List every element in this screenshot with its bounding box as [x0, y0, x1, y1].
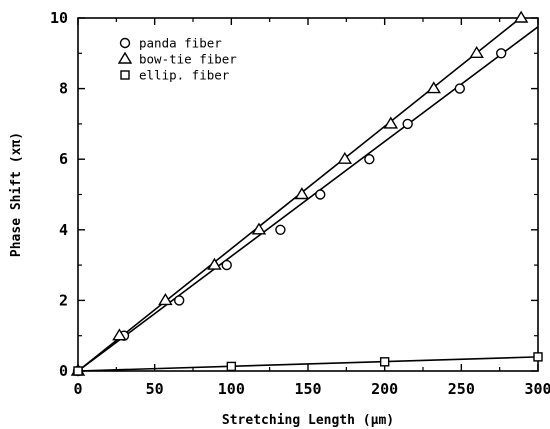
x-tick-label: 50	[146, 380, 164, 398]
legend-label: bow-tie fiber	[139, 52, 237, 67]
triangle-marker	[251, 222, 267, 235]
triangle-marker	[207, 257, 222, 270]
triangle-marker	[383, 116, 399, 129]
circle-marker	[275, 224, 286, 236]
legend-square-symbol	[120, 70, 130, 80]
x-tick-label: 0	[73, 380, 82, 398]
y-tick-label: 8	[59, 80, 68, 98]
x-axis-ticks: 0 50 100 150 200 250 300	[73, 18, 550, 398]
legend-label: panda fiber	[139, 36, 222, 51]
circle-marker	[221, 259, 232, 271]
x-tick-label: 100	[218, 380, 245, 398]
x-axis-label: Stretching Length (µm)	[222, 413, 394, 428]
circle-marker	[315, 189, 326, 200]
triangle-marker	[426, 81, 441, 94]
circle-marker	[364, 153, 375, 165]
x-tick-label: 150	[294, 380, 321, 398]
data-markers	[70, 10, 543, 377]
y-axis-ticks: 0 2 4 6 8 10	[50, 9, 538, 380]
y-tick-label: 0	[59, 362, 68, 380]
y-tick-label: 10	[50, 9, 68, 27]
triangle-marker	[513, 10, 529, 23]
circle-marker	[454, 83, 465, 94]
triangle-marker	[469, 45, 484, 58]
square-marker	[533, 352, 543, 362]
circle-marker	[402, 118, 413, 130]
y-tick-label: 6	[59, 150, 68, 168]
legend-circle-symbol	[119, 37, 131, 49]
fit-line	[77, 356, 539, 372]
legend-label: ellip. fiber	[139, 68, 230, 83]
triangle-marker	[158, 293, 173, 306]
circle-marker	[496, 48, 507, 59]
x-tick-label: 250	[448, 380, 475, 398]
x-tick-label: 300	[524, 380, 550, 398]
y-tick-label: 2	[59, 291, 68, 309]
legend-triangle-symbol	[117, 51, 133, 64]
y-tick-label: 4	[59, 221, 68, 239]
triangle-marker	[112, 328, 127, 341]
square-marker	[379, 357, 390, 367]
triangle-marker	[337, 151, 353, 164]
circle-marker	[173, 295, 185, 306]
y-axis-label: Phase Shift (xπ)	[9, 132, 24, 257]
triangle-marker	[294, 187, 310, 200]
square-marker	[226, 361, 237, 372]
square-marker	[73, 366, 83, 376]
x-tick-label: 200	[371, 380, 398, 398]
